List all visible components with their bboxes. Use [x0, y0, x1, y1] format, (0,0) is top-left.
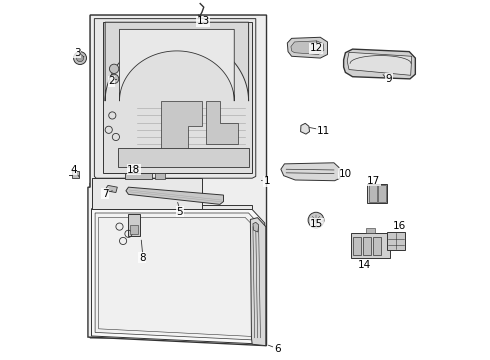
Text: 3: 3 — [74, 48, 80, 58]
Circle shape — [308, 212, 324, 228]
Text: 18: 18 — [127, 165, 141, 175]
Text: 7: 7 — [102, 189, 108, 199]
Polygon shape — [106, 185, 117, 193]
Text: 14: 14 — [357, 260, 370, 270]
Text: 9: 9 — [386, 74, 392, 84]
Polygon shape — [291, 41, 324, 54]
Text: 8: 8 — [139, 253, 146, 263]
Text: 2: 2 — [108, 76, 115, 86]
Polygon shape — [95, 213, 261, 340]
Polygon shape — [90, 15, 259, 184]
Text: 12: 12 — [309, 43, 322, 53]
Polygon shape — [105, 22, 248, 101]
Circle shape — [74, 51, 87, 64]
Polygon shape — [92, 178, 252, 209]
Polygon shape — [92, 209, 265, 344]
Text: 13: 13 — [196, 17, 210, 27]
Text: 11: 11 — [317, 126, 330, 135]
Bar — [373, 237, 381, 255]
Bar — [363, 237, 371, 255]
Bar — [128, 214, 140, 235]
Bar — [387, 232, 405, 250]
Polygon shape — [300, 123, 310, 134]
Bar — [130, 225, 139, 234]
Text: 1: 1 — [264, 176, 270, 186]
Polygon shape — [161, 101, 202, 148]
Circle shape — [109, 74, 119, 84]
Polygon shape — [103, 22, 252, 173]
Bar — [351, 233, 390, 258]
Polygon shape — [118, 148, 248, 167]
Circle shape — [76, 54, 84, 62]
Polygon shape — [343, 49, 416, 79]
Polygon shape — [281, 163, 340, 181]
Bar — [353, 237, 361, 255]
Text: 16: 16 — [393, 221, 407, 231]
Polygon shape — [120, 30, 234, 101]
Polygon shape — [287, 37, 327, 58]
Bar — [368, 185, 377, 202]
Polygon shape — [253, 222, 259, 232]
Polygon shape — [90, 182, 259, 338]
Bar — [378, 185, 386, 202]
Text: 4: 4 — [70, 165, 77, 175]
Bar — [125, 173, 152, 179]
Bar — [367, 184, 387, 203]
Polygon shape — [205, 101, 238, 144]
Polygon shape — [95, 19, 256, 178]
Polygon shape — [250, 218, 266, 346]
Text: 10: 10 — [339, 168, 352, 179]
Polygon shape — [92, 178, 202, 209]
Polygon shape — [347, 52, 412, 75]
Text: 17: 17 — [367, 176, 380, 186]
Text: 6: 6 — [274, 344, 281, 354]
Text: 15: 15 — [310, 219, 323, 229]
Bar — [72, 171, 79, 178]
Polygon shape — [126, 187, 223, 204]
Polygon shape — [98, 217, 258, 337]
Polygon shape — [88, 15, 267, 346]
Bar — [155, 173, 166, 179]
Text: 5: 5 — [176, 207, 183, 217]
Circle shape — [109, 64, 119, 73]
Bar — [366, 228, 375, 233]
